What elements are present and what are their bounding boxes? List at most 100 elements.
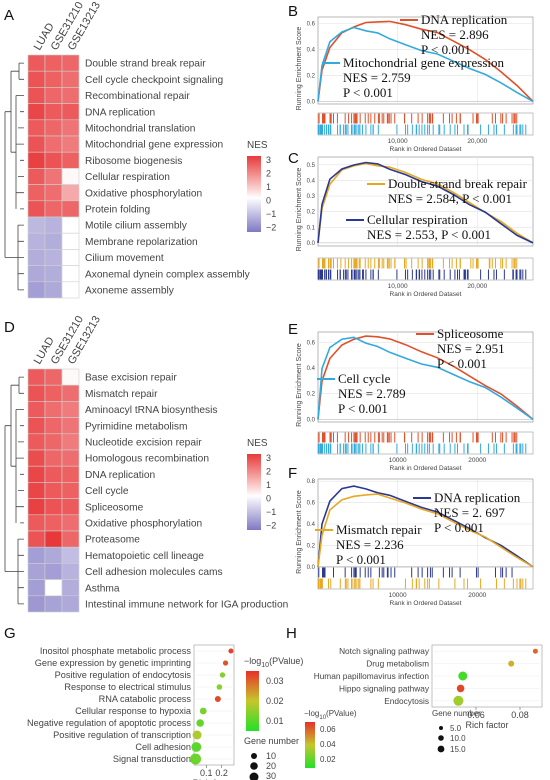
pvalue-tick: 0.04 <box>320 740 336 749</box>
heatmap-row-label: DNA replication <box>85 107 155 118</box>
heatmap-cell <box>44 281 63 299</box>
heatmap-cell <box>44 498 63 516</box>
gene-size-tick: 15.0 <box>450 745 466 754</box>
heatmap-cell <box>27 368 46 386</box>
nes-tick-label: −2 <box>266 521 276 531</box>
x-axis-label: Rich factor <box>192 778 235 780</box>
heatmap-row-label: Oxidative phosphorylation <box>85 518 202 529</box>
gsea-plot-e: 0.0 0.2 0.4 0.6 Running Enrichment Score 1000… <box>296 326 534 472</box>
heatmap-cell <box>27 563 46 580</box>
heatmap-cell <box>27 465 46 483</box>
gene-size-tick: 10 <box>266 751 276 761</box>
nes-tick-label: −1 <box>266 209 276 219</box>
data-point <box>199 707 207 715</box>
data-point <box>532 648 538 654</box>
panel-label-h: H <box>286 625 297 642</box>
heatmap-cell <box>61 168 80 185</box>
y-tick-label: 0.2 <box>307 392 316 398</box>
x-tick-label: 10,000 <box>388 283 408 290</box>
category-label: Drug metabolism <box>366 659 429 669</box>
heatmap-row-label: Asthma <box>85 583 120 594</box>
nes-tick-label: 2 <box>266 169 271 179</box>
y-tick-label: 0.0 <box>307 241 316 247</box>
heatmap-cell <box>61 433 80 451</box>
heatmap-cell <box>61 135 80 153</box>
heatmap-cell <box>27 216 46 234</box>
gene-size-dot <box>438 735 444 741</box>
gene-size-dot <box>251 753 257 759</box>
heatmap-cell <box>27 119 46 137</box>
heatmap-cell <box>27 595 46 613</box>
panel-label-d: D <box>4 319 15 336</box>
category-label: Negative regulation of apoptotic process <box>27 718 191 728</box>
heatmap-cell <box>44 595 63 613</box>
heatmap-cell <box>61 103 80 121</box>
heatmap-cell <box>44 417 63 435</box>
heatmap-cell <box>44 200 63 218</box>
gene-number-legend-title: Gene number <box>432 709 481 718</box>
nes-legend-a: NES 3 2 1 0 −1 −2 <box>247 140 276 233</box>
heatmap-cell <box>27 249 46 266</box>
heatmap-row-label: Cell adhesion molecules cams <box>85 567 223 578</box>
panel-label-a: A <box>4 7 14 24</box>
gsea-plot-area <box>317 331 534 423</box>
nes-value: NES = 2. 697 <box>434 505 505 520</box>
y-tick-label: 0.3 <box>307 194 316 200</box>
panel-label-f: F <box>288 465 297 482</box>
x-tick-label: 0.08 <box>511 710 529 720</box>
heatmap-cell <box>61 401 80 418</box>
x-tick-label: 10,000 <box>388 138 408 145</box>
data-point <box>456 684 465 693</box>
heatmap-cell <box>27 265 46 283</box>
heatmap-cell <box>27 200 46 218</box>
nes-legend-title: NES <box>247 140 268 151</box>
heatmap-row-label: DNA replication <box>85 470 155 481</box>
x-tick-label: 10000 <box>389 457 407 464</box>
heatmap-cell <box>27 151 46 169</box>
y-tick-label: 0.0 <box>307 99 316 105</box>
y-axis-label: Running Enrichment Score <box>296 490 303 574</box>
enrichment-curve <box>317 493 534 568</box>
heatmap-row-label: Mitochondrial translation <box>85 123 195 134</box>
p-value: P < 0.001 <box>343 85 393 100</box>
nes-tick-label: 0 <box>266 494 271 504</box>
pvalue-color-bar <box>246 671 259 731</box>
pvalue-tick: 0.03 <box>266 676 284 686</box>
category-label: Cellular response to hypoxia <box>75 706 192 716</box>
x-tick-label: 20,000 <box>467 283 487 290</box>
y-tick-label: 0.2 <box>307 543 316 549</box>
p-value: P < 0.001 <box>434 520 484 535</box>
nes-legend-title: NES <box>247 438 268 449</box>
pvalue-color-bar <box>305 722 315 768</box>
heatmap-cell <box>44 514 63 532</box>
y-axis-label: Running Enrichment Score <box>296 27 303 111</box>
hit-rug <box>317 578 527 589</box>
heatmap-cell <box>61 151 80 169</box>
heatmap-row-label: Homologous recombination <box>85 454 209 465</box>
category-label: Gene expression by genetic imprinting <box>35 658 191 668</box>
hit-rug <box>318 567 513 578</box>
pvalue-tick: 0.01 <box>266 716 284 726</box>
category-label: Endocytosis <box>384 696 429 706</box>
heatmap-row-label: Hematopoietic cell lineage <box>85 551 204 562</box>
data-point <box>508 660 515 667</box>
heatmap-cell <box>61 232 80 250</box>
heatmap-row-label: Intestinal immune network for IGA produc… <box>85 599 288 610</box>
y-tick-label: 0.6 <box>307 340 316 346</box>
heatmap-cell <box>61 281 80 299</box>
x-axis-label: Rank in Ordered Dataset <box>390 146 462 153</box>
heatmap-cell <box>44 401 63 418</box>
y-tick-label: 0.4 <box>307 47 316 53</box>
nes-value: NES = 2.236 <box>336 537 404 552</box>
y-tick-label: 0.2 <box>307 210 316 216</box>
legend-label: DNA replication <box>421 12 508 27</box>
heatmap-cell <box>61 514 80 532</box>
heatmap-cell <box>44 249 63 266</box>
heatmap-cell <box>44 168 63 185</box>
heatmap-row-label: Base excision repair <box>85 373 177 384</box>
y-axis-label: Running Enrichment Score <box>296 168 303 252</box>
heatmap-row-label: Cell cycle <box>85 486 129 497</box>
heatmap-cell <box>27 70 46 88</box>
y-axis-label: Running Enrichment Score <box>296 343 303 427</box>
